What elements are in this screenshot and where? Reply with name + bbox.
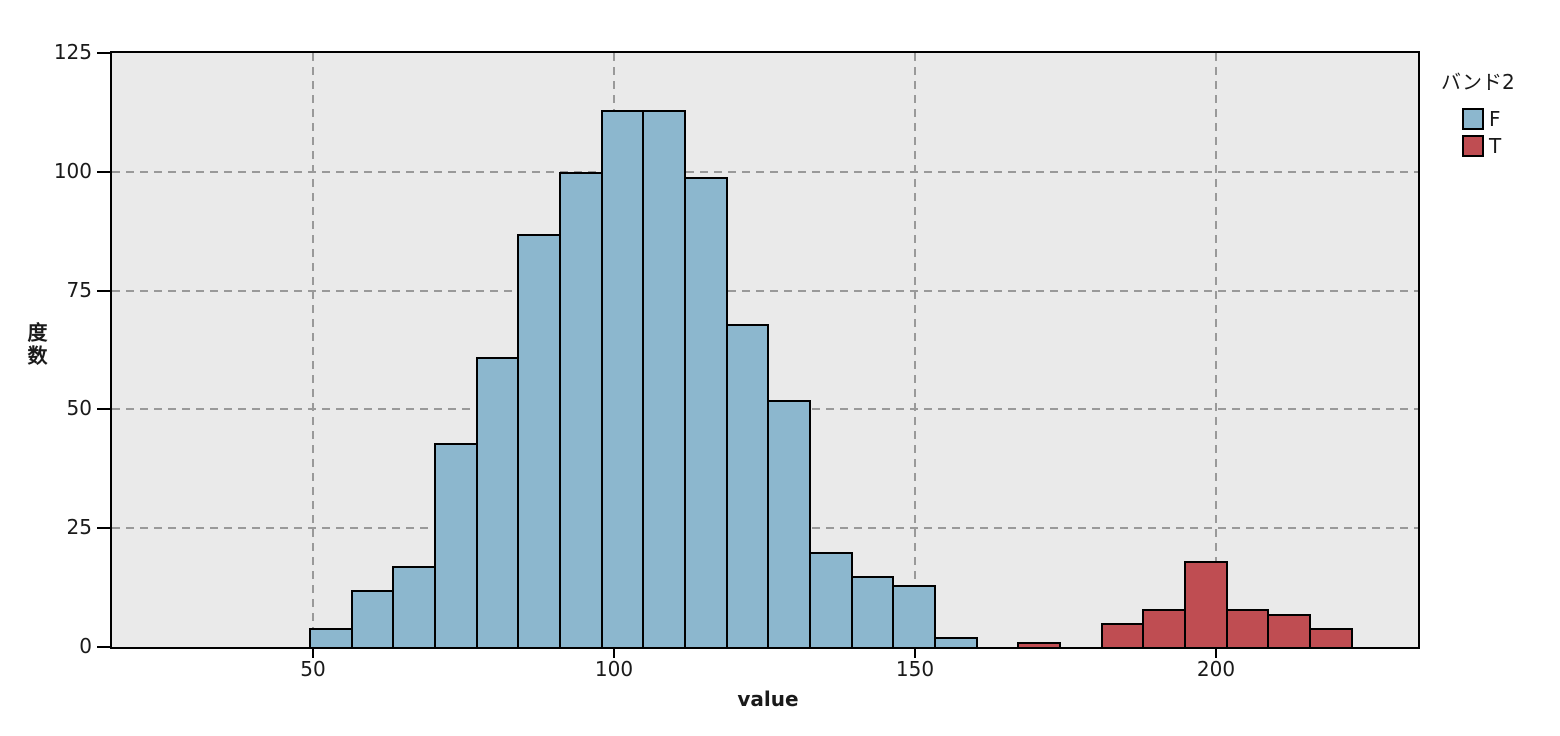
histogram-bar-t — [1184, 561, 1228, 649]
y-axis-tick — [97, 171, 112, 173]
y-tick-label: 100 — [53, 159, 92, 183]
histogram-bar-f — [934, 637, 978, 649]
histogram-bar-f — [601, 110, 644, 649]
histogram-bar-f — [767, 400, 811, 649]
histogram-bar-f — [684, 177, 728, 649]
y-axis-tick — [97, 52, 112, 54]
histogram-bar-f — [642, 110, 686, 649]
histogram-bar-f — [559, 172, 603, 649]
histogram-bar-t — [1267, 614, 1311, 649]
gridline-vertical — [1215, 53, 1217, 647]
y-axis-tick — [97, 527, 112, 529]
gridline-horizontal — [112, 290, 1418, 292]
y-axis-tick — [97, 408, 112, 410]
histogram-bar-f — [809, 552, 853, 649]
y-tick-label: 0 — [79, 634, 92, 658]
histogram-bar-f — [309, 628, 353, 649]
x-axis-tick — [613, 649, 615, 658]
histogram-bar-t — [1017, 642, 1061, 649]
histogram-bar-f — [726, 324, 769, 649]
histogram-bar-f — [517, 234, 561, 649]
histogram-bar-f — [851, 576, 894, 649]
histogram-bar-f — [892, 585, 936, 649]
histogram-bar-t — [1101, 623, 1144, 649]
y-tick-label: 125 — [53, 40, 92, 64]
x-tick-label: 150 — [895, 657, 935, 681]
histogram-bar-t — [1142, 609, 1186, 649]
histogram-bar-f — [434, 443, 478, 649]
histogram-bar-t — [1226, 609, 1269, 649]
legend-entry-label: F — [1489, 107, 1501, 131]
x-axis-tick — [312, 649, 314, 658]
y-tick-label: 50 — [66, 396, 92, 420]
x-axis-title: value — [737, 687, 799, 711]
gridline-vertical — [312, 53, 314, 647]
x-axis-tick — [914, 649, 916, 658]
gridline-vertical — [914, 53, 916, 647]
x-tick-label: 200 — [1196, 657, 1236, 681]
x-tick-label: 50 — [300, 657, 326, 681]
x-tick-label: 100 — [594, 657, 634, 681]
x-axis-tick — [1215, 649, 1217, 658]
legend-entry-label: T — [1489, 134, 1502, 158]
histogram-bar-f — [392, 566, 436, 649]
histogram-bar-t — [1309, 628, 1353, 649]
legend-entry: F — [1462, 108, 1556, 130]
y-axis-title: 度数 — [24, 322, 48, 368]
y-tick-label: 75 — [66, 278, 92, 302]
y-tick-label: 25 — [66, 515, 92, 539]
histogram-bar-f — [476, 357, 519, 649]
histogram-bar-f — [351, 590, 394, 649]
legend-entry: T — [1462, 135, 1556, 157]
y-axis-tick — [97, 646, 112, 648]
legend-title: バンド2 — [1441, 70, 1515, 94]
legend-color-swatch — [1462, 108, 1484, 130]
y-axis-tick — [97, 290, 112, 292]
legend-color-swatch — [1462, 135, 1484, 157]
gridline-horizontal — [112, 171, 1418, 173]
